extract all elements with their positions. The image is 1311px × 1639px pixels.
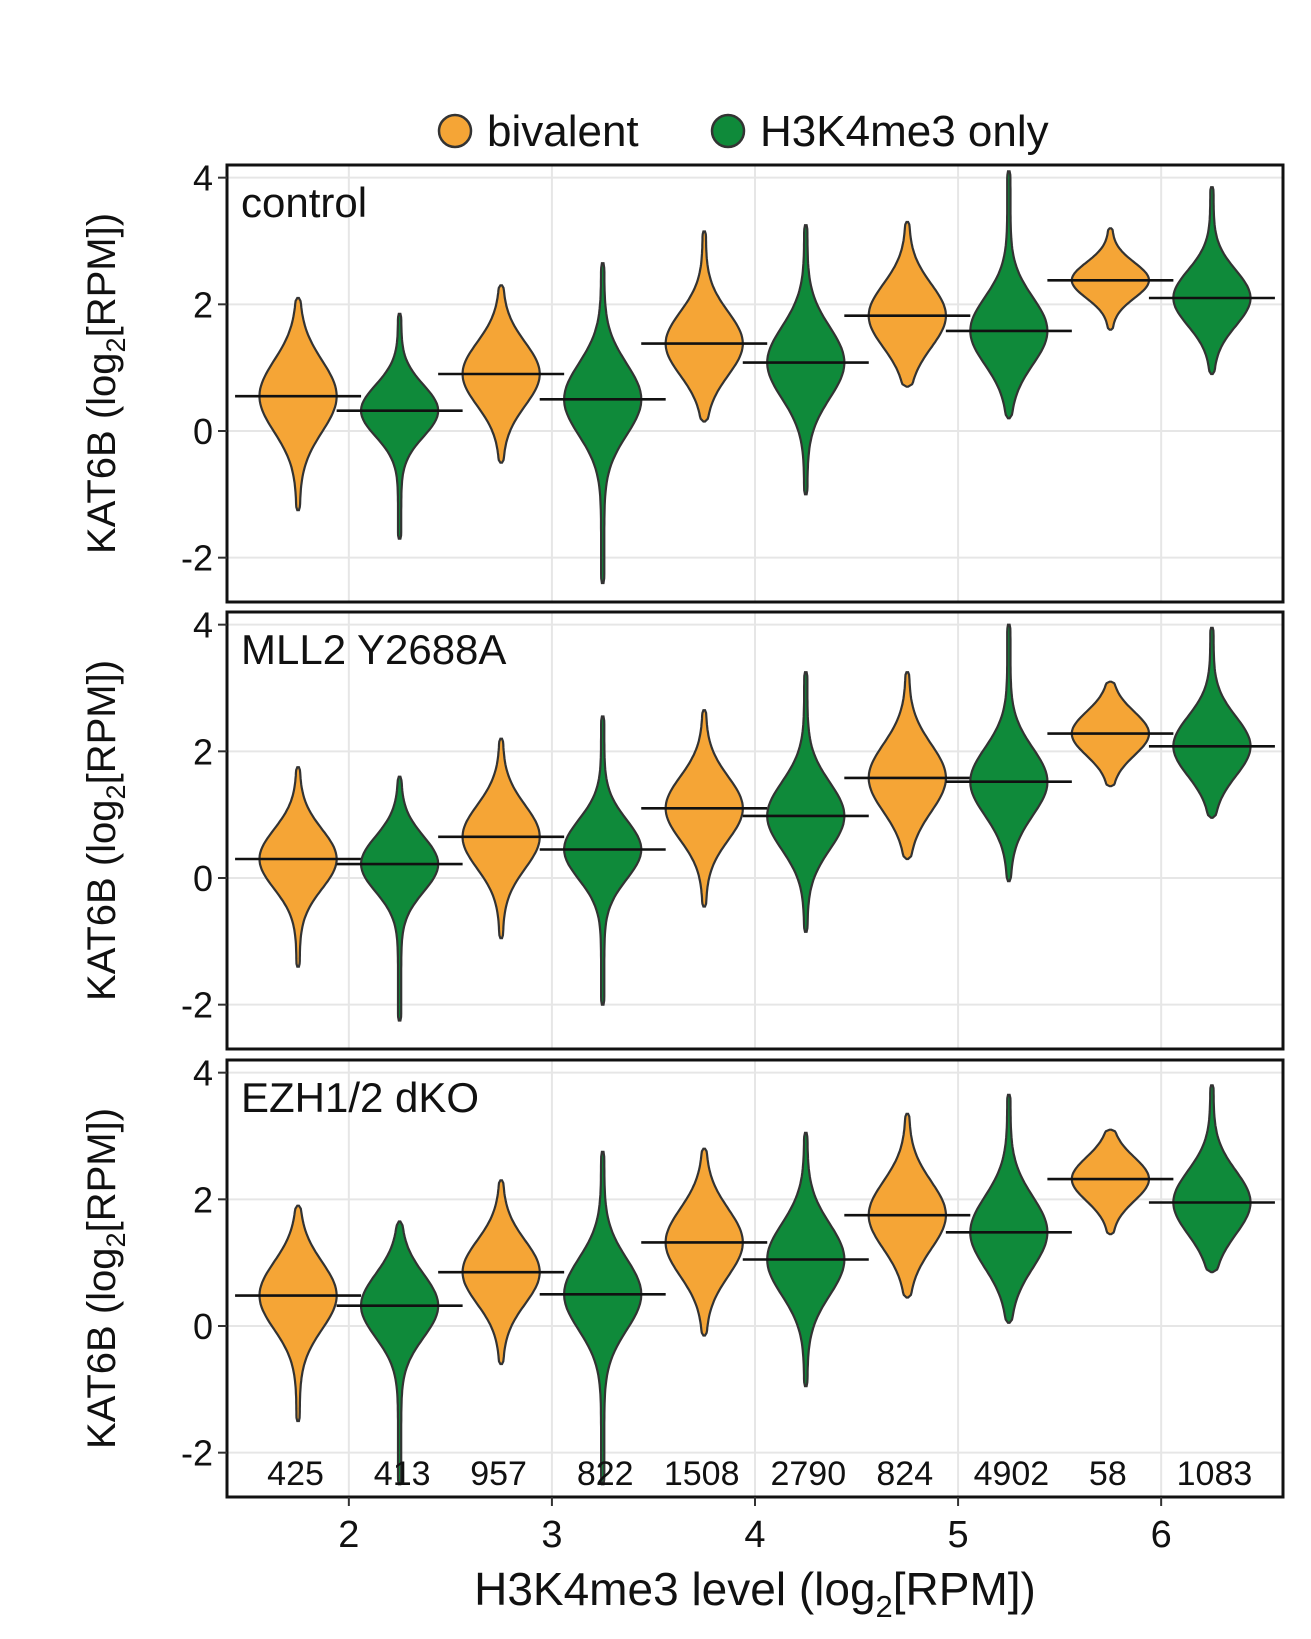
violin-bivalent-5 bbox=[867, 671, 947, 861]
y-tick-label-0: -2 bbox=[181, 1433, 213, 1474]
y-tick-label-1: 0 bbox=[193, 411, 213, 452]
y-axis-label-text-end: [RPM]) bbox=[80, 213, 124, 337]
y-axis-label-subscript: 2 bbox=[101, 337, 131, 352]
legend: bivalent H3K4me3 only bbox=[437, 107, 1049, 156]
y-tick-label-2: 2 bbox=[193, 284, 213, 325]
y-axis-label-text-end: [RPM]) bbox=[80, 1108, 124, 1232]
y-tick-label-0: -2 bbox=[181, 985, 213, 1026]
y-tick-label-3: 4 bbox=[193, 158, 213, 199]
violin-h3k4me3_only-6 bbox=[1172, 1084, 1252, 1274]
violin-h3k4me3_only-2 bbox=[359, 775, 440, 1022]
y-tick-label-3: 4 bbox=[193, 1053, 213, 1094]
panel-frame-0 bbox=[225, 163, 1285, 604]
y-axis-label-subscript: 2 bbox=[101, 1232, 131, 1247]
panel-title-1: MLL2 Y2688A bbox=[241, 626, 506, 673]
count-h3k4me3_only-5: 4902 bbox=[974, 1455, 1050, 1493]
x-tick-label-0: 2 bbox=[338, 1514, 359, 1556]
y-axis-label-1: KAT6B (log2[RPM]) bbox=[80, 660, 131, 1001]
y-axis-label-text: KAT6B (log bbox=[80, 799, 124, 1001]
x-axis-label-text: H3K4me3 level (log bbox=[474, 1563, 875, 1615]
x-axis-label: H3K4me3 level (log2[RPM]) bbox=[474, 1563, 1036, 1624]
count-bivalent-2: 425 bbox=[267, 1455, 324, 1493]
legend-swatch-1 bbox=[710, 113, 746, 149]
y-tick-label-0: -2 bbox=[181, 538, 213, 579]
violin-bivalent-4 bbox=[664, 230, 744, 423]
legend-label-0: bivalent bbox=[487, 107, 639, 156]
y-axis-label-text-end: [RPM]) bbox=[80, 660, 124, 784]
violin-h3k4me3_only-4 bbox=[766, 671, 846, 933]
legend-label-1: H3K4me3 only bbox=[760, 107, 1049, 156]
count-h3k4me3_only-6: 1083 bbox=[1177, 1455, 1253, 1493]
legend-swatch-0 bbox=[437, 113, 473, 149]
count-bivalent-3: 957 bbox=[470, 1455, 527, 1493]
y-tick-label-2: 2 bbox=[193, 731, 213, 772]
panel-title-0: control bbox=[241, 179, 367, 226]
violin-h3k4me3_only-3 bbox=[562, 262, 643, 585]
violin-h3k4me3_only-6 bbox=[1172, 186, 1252, 376]
x-axis-label-text-end: [RPM]) bbox=[893, 1563, 1036, 1615]
violin-bivalent-2 bbox=[258, 296, 338, 512]
x-tick-label-1: 3 bbox=[541, 1514, 562, 1556]
violin-h3k4me3_only-5 bbox=[969, 1093, 1049, 1324]
y-axis-label-text: KAT6B (log bbox=[80, 1247, 124, 1449]
y-axis-label-0: KAT6B (log2[RPM]) bbox=[80, 213, 131, 554]
x-tick-label-2: 4 bbox=[744, 1514, 765, 1556]
violin-bivalent-6 bbox=[1070, 1128, 1151, 1236]
count-h3k4me3_only-2: 413 bbox=[374, 1455, 431, 1493]
violin-bivalent-5 bbox=[867, 220, 948, 388]
violin-h3k4me3_only-5 bbox=[969, 623, 1049, 883]
count-bivalent-6: 58 bbox=[1089, 1455, 1127, 1493]
violin-h3k4me3_only-2 bbox=[359, 312, 440, 540]
count-bivalent-4: 1508 bbox=[664, 1455, 740, 1493]
count-bivalent-5: 824 bbox=[876, 1455, 933, 1493]
x-axis-label-subscript: 2 bbox=[876, 1589, 893, 1624]
violin-bivalent-3 bbox=[461, 737, 541, 940]
panel-title-2: EZH1/2 dKO bbox=[241, 1074, 479, 1121]
x-tick-label-4: 6 bbox=[1151, 1514, 1172, 1556]
violin-h3k4me3_only-3 bbox=[562, 715, 643, 1006]
y-axis-label-2: KAT6B (log2[RPM]) bbox=[80, 1108, 131, 1449]
y-tick-label-1: 0 bbox=[193, 858, 213, 899]
count-h3k4me3_only-3: 822 bbox=[577, 1455, 634, 1493]
y-tick-label-1: 0 bbox=[193, 1306, 213, 1347]
violin-bivalent-2 bbox=[258, 766, 338, 968]
violin-h3k4me3_only-6 bbox=[1172, 626, 1252, 819]
x-tick-label-3: 5 bbox=[948, 1514, 969, 1556]
violin-h3k4me3_only-4 bbox=[766, 224, 846, 496]
violin-bivalent-5 bbox=[867, 1112, 947, 1299]
y-axis-label-text: KAT6B (log bbox=[80, 352, 124, 554]
y-axis-label-subscript: 2 bbox=[101, 784, 131, 799]
violin-h3k4me3_only-2 bbox=[360, 1220, 440, 1486]
y-tick-label-3: 4 bbox=[193, 605, 213, 646]
panel-frame-1 bbox=[225, 610, 1285, 1051]
violin-bivalent-2 bbox=[258, 1204, 338, 1423]
violin-h3k4me3_only-3 bbox=[562, 1150, 643, 1486]
violin-h3k4me3_only-5 bbox=[969, 170, 1049, 420]
count-h3k4me3_only-4: 2790 bbox=[770, 1455, 846, 1493]
y-tick-label-2: 2 bbox=[193, 1179, 213, 1220]
